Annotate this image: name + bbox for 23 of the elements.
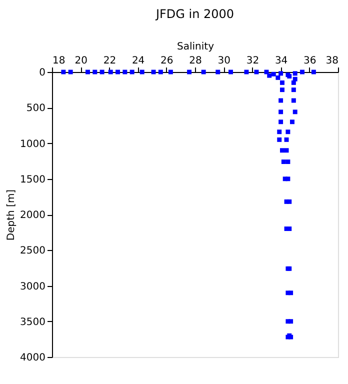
x-tick-label: 38: [326, 56, 338, 66]
y-tick-label: 1500: [20, 174, 46, 186]
y-tick-label: 1000: [20, 138, 46, 150]
x-tick-label: 20: [74, 56, 88, 66]
x-tick-label: 28: [189, 56, 202, 66]
y-tick-label: 3000: [20, 281, 46, 292]
y-tick-label: 500: [26, 103, 46, 114]
x-tick-label: 18: [52, 56, 66, 66]
x-axis-title: Salinity: [177, 42, 214, 52]
x-tick-label: 26: [160, 56, 174, 66]
y-tick-label: 2500: [20, 246, 46, 257]
y-tick-label: 3500: [20, 316, 46, 328]
chart-title: JFDG in 2000: [154, 7, 234, 21]
x-tick-label: 32: [246, 56, 260, 66]
y-tick-label: 0: [39, 68, 46, 78]
y-axis-title: Depth [m]: [6, 189, 18, 241]
y-tick-label: 4000: [20, 352, 46, 364]
x-tick-label: 36: [304, 56, 316, 66]
x-tick-label: 22: [103, 56, 116, 66]
y-tick-label: 2000: [20, 210, 46, 221]
x-tick-label: 24: [132, 56, 145, 66]
x-tick-label: 34: [274, 56, 288, 66]
x-tick-label: 30: [218, 56, 230, 66]
